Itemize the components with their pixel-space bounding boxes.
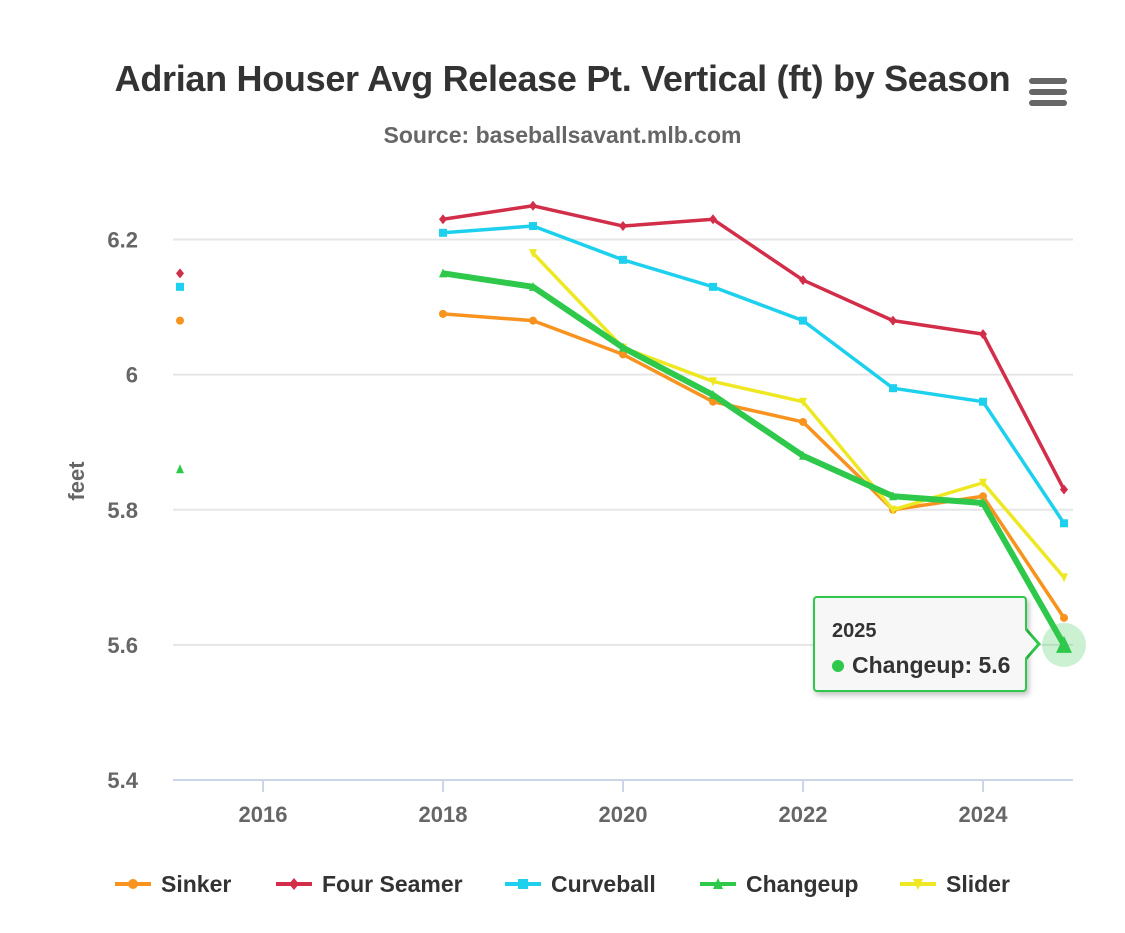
data-point (439, 228, 447, 237)
data-point (128, 879, 138, 889)
legend-item-slider[interactable]: Slider (900, 866, 1010, 902)
tooltip-header: 2025 (832, 620, 877, 642)
data-point (619, 221, 627, 232)
x-tick-label: 2022 (779, 802, 828, 827)
data-point (709, 377, 717, 387)
legend-item-sinker[interactable]: Sinker (115, 866, 231, 902)
data-point (529, 222, 537, 231)
data-point (619, 342, 627, 352)
chart-subtitle: Source: baseballsavant.mlb.com (383, 122, 742, 148)
data-point (529, 249, 537, 259)
y-tick-label: 5.6 (107, 633, 138, 658)
tooltip-series-dot (832, 659, 844, 672)
data-point (889, 505, 897, 515)
legend-label: Four Seamer (322, 870, 463, 897)
series-layer (176, 200, 1068, 649)
data-point (1060, 573, 1068, 583)
series-sinker (176, 309, 1068, 622)
tooltip-row: Changeup: 5.6 (832, 652, 1010, 679)
data-point (439, 309, 447, 318)
data-point (518, 879, 528, 889)
data-point (1060, 613, 1068, 622)
hamburger-icon-bar-bottom (1029, 100, 1067, 106)
data-point (799, 316, 807, 325)
x-tick-label: 2020 (599, 802, 648, 827)
data-point (1056, 635, 1072, 653)
series-line (442, 204, 1066, 491)
data-point (709, 282, 717, 291)
data-point (799, 275, 807, 286)
y-tick-label: 5.8 (107, 498, 138, 523)
legend-symbol (505, 879, 541, 889)
data-point (889, 491, 897, 501)
legend-label: Curveball (551, 870, 656, 897)
legend-item-curveball[interactable]: Curveball (505, 866, 656, 902)
data-point (979, 329, 987, 340)
series-line (442, 270, 1067, 647)
data-point (799, 417, 807, 426)
data-point (979, 397, 987, 406)
chart-title: Adrian Houser Avg Release Pt. Vertical (… (114, 58, 1011, 99)
legend-label: Changeup (746, 870, 859, 897)
data-point (439, 268, 447, 278)
data-point (176, 316, 184, 325)
series-slider (529, 249, 1068, 583)
legend-label: Sinker (161, 870, 232, 897)
chart-menu-button[interactable] (1022, 72, 1074, 112)
data-point (913, 879, 923, 890)
legend-symbol (115, 879, 151, 889)
data-point (889, 315, 897, 326)
tooltip: 2025 Changeup: 5.6 (813, 596, 1027, 692)
data-point (1060, 519, 1068, 528)
series-curveball (176, 222, 1068, 528)
legend-symbol (276, 878, 312, 890)
y-axis-title: feet (64, 461, 89, 501)
series-line (442, 312, 1066, 619)
data-point (799, 397, 807, 407)
data-point (619, 255, 627, 264)
highlight-layer (1042, 622, 1086, 667)
x-tick-label: 2016 (239, 802, 288, 827)
tooltip-arrow-inner (1024, 629, 1037, 659)
series-four-seamer (176, 200, 1068, 495)
grid-layer (173, 238, 1073, 646)
data-point (529, 316, 537, 325)
data-point (176, 282, 184, 291)
axis-layer: 5.4 5.6 5.8 6 6.2 2016 2018 2020 2022 2024 feet (64, 228, 1073, 827)
data-point (799, 450, 807, 460)
y-tick-label: 6 (126, 363, 138, 388)
data-point (713, 878, 723, 889)
data-point (889, 384, 897, 393)
data-point (176, 464, 184, 474)
data-point (529, 200, 537, 211)
series-line (531, 251, 1066, 579)
data-point (979, 492, 987, 501)
x-tick-label: 2018 (419, 802, 468, 827)
legend-item-four-seamer[interactable]: Four Seamer (276, 866, 463, 902)
data-point (289, 878, 299, 890)
legend-item-changeup[interactable]: Changeup (700, 866, 858, 902)
series-line (442, 224, 1066, 525)
hamburger-icon-bar-top (1029, 78, 1067, 84)
data-point (709, 214, 717, 225)
data-point (1060, 484, 1068, 495)
data-point (979, 498, 987, 508)
legend-label: Slider (946, 870, 1010, 897)
data-point (529, 281, 537, 291)
tooltip-label: Changeup: 5.6 (852, 652, 1011, 678)
hamburger-icon-bar-middle (1029, 89, 1067, 95)
legend-symbol (900, 879, 936, 890)
data-point (176, 268, 184, 279)
x-tick-label: 2024 (959, 802, 1009, 827)
y-tick-label: 5.4 (107, 768, 138, 793)
data-point (619, 350, 627, 359)
legend-symbol (700, 878, 736, 889)
data-point (979, 478, 987, 488)
data-point (439, 214, 447, 225)
data-point (709, 389, 717, 399)
y-tick-label: 6.2 (107, 228, 138, 253)
